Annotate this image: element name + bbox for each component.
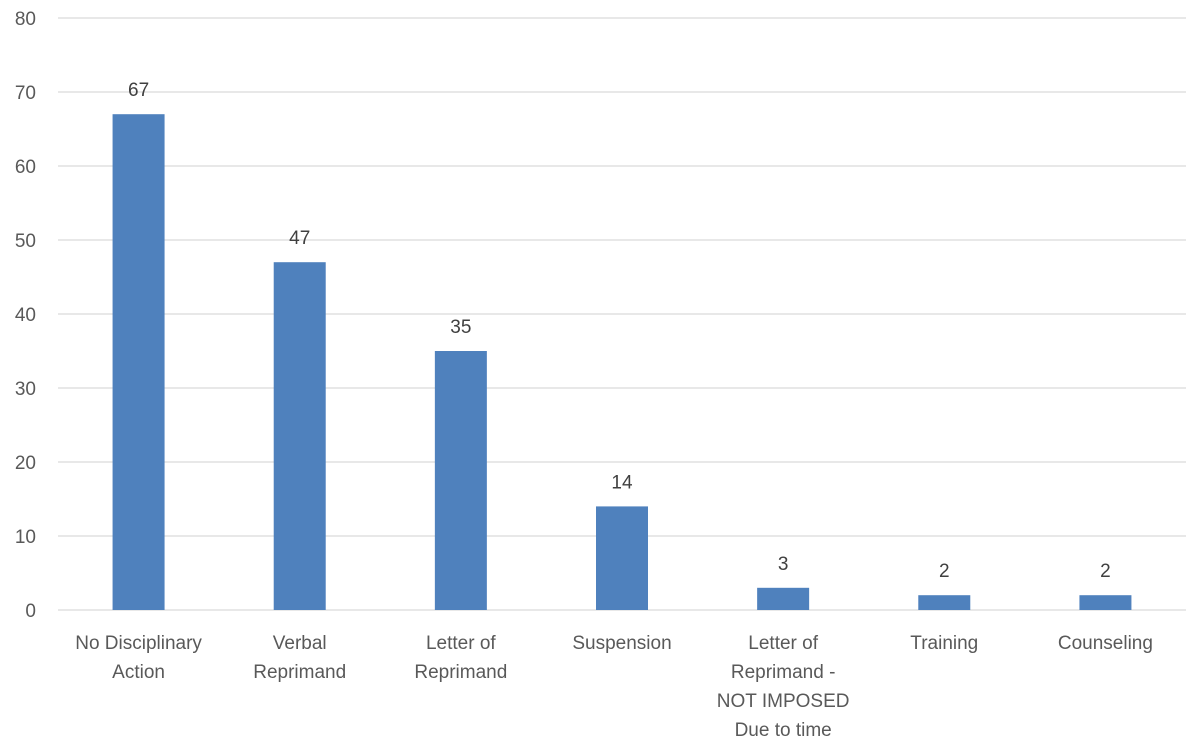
data-label: 2	[939, 561, 950, 582]
x-category-label-line: Training	[910, 633, 978, 654]
data-label: 2	[1100, 561, 1111, 582]
y-axis-tick-labels: 0 10 20 30 40 50 60 70 80	[15, 9, 36, 622]
x-category-label-line: Letter of	[748, 633, 818, 654]
x-category-label-line: Action	[112, 662, 165, 683]
x-category-label: Letter of Reprimand - NOT IMPOSED Due to ti…	[717, 633, 850, 740]
x-category-label-line: Counseling	[1058, 633, 1153, 654]
x-category-label: Training	[910, 633, 978, 654]
y-tick-label: 50	[15, 231, 36, 252]
bar	[112, 114, 165, 610]
y-tick-label: 30	[15, 379, 36, 400]
x-category-label-line: Reprimand	[253, 662, 346, 683]
x-category-label-line: Reprimand -	[731, 662, 836, 683]
x-category-label: Letter of Reprimand	[414, 633, 507, 683]
y-tick-label: 20	[15, 453, 36, 474]
data-label: 14	[611, 472, 633, 493]
y-tick-label: 0	[25, 601, 36, 622]
x-category-label: No Disciplinary Action	[75, 633, 202, 683]
x-category-label-line: Suspension	[572, 633, 671, 654]
x-category-label-line: Letter of	[426, 633, 496, 654]
x-category-label: Suspension	[572, 633, 671, 654]
bar	[1079, 595, 1132, 610]
bars	[112, 114, 1132, 610]
y-tick-label: 80	[15, 9, 36, 30]
data-label: 47	[289, 228, 310, 249]
data-label: 35	[450, 317, 471, 338]
x-category-label-line: NOT IMPOSED	[717, 691, 850, 712]
x-category-label-line: Reprimand	[414, 662, 507, 683]
x-category-label-line: Due to time	[735, 720, 832, 740]
y-tick-label: 10	[15, 527, 36, 548]
y-tick-label: 70	[15, 83, 36, 104]
data-label: 3	[778, 554, 789, 575]
data-label: 67	[128, 80, 149, 101]
gridlines	[58, 17, 1186, 611]
bar	[434, 351, 487, 610]
bar	[596, 506, 648, 610]
data-labels: 67 47 35 14 3 2 2	[128, 80, 1111, 582]
x-category-label: Counseling	[1058, 633, 1153, 654]
y-tick-label: 60	[15, 157, 36, 178]
x-category-label: Verbal Reprimand	[253, 633, 346, 683]
x-category-label-line: No Disciplinary	[75, 633, 202, 654]
y-tick-label: 40	[15, 305, 36, 326]
bar	[918, 595, 971, 610]
x-category-label-line: Verbal	[273, 633, 327, 654]
bar	[273, 262, 326, 610]
bar	[757, 587, 810, 610]
